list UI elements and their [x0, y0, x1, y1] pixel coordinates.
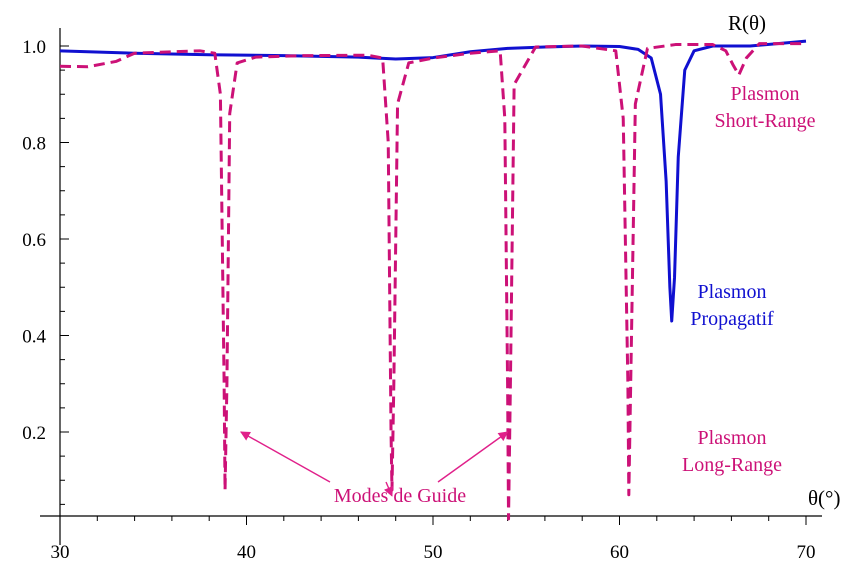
- y-tick-label: 1.0: [22, 37, 46, 58]
- x-tick-label: 50: [424, 542, 443, 563]
- y-tick-label: 0.8: [22, 134, 46, 155]
- series-layer: [59, 39, 807, 521]
- annotation-modes-de-guide-line: Modes de Guide: [334, 485, 466, 507]
- annotation-short-range-line: Short-Range: [714, 110, 815, 132]
- annotation-propagatif-line: Plasmon: [698, 281, 767, 303]
- annotation-layer: Plasmon Short-Range Plasmon Propagatif Plasm…: [240, 83, 816, 507]
- annotation-long-range-line: Plasmon: [698, 427, 767, 449]
- x-tick-label: 60: [610, 542, 629, 563]
- annotation-long-range-line: Long-Range: [682, 454, 782, 476]
- modes-de-guide-arrow: [383, 481, 393, 497]
- x-tick-label: 70: [797, 542, 816, 563]
- y-tick-label: 0.2: [22, 423, 46, 444]
- dashed-series-line: [59, 42, 806, 521]
- y-axis-label: R(θ): [728, 11, 766, 35]
- axis-ticks: 30 40 50 60 70 0.2 0.4 0.6 0.8 1.0: [22, 37, 815, 563]
- y-tick-label: 0.6: [22, 230, 46, 251]
- x-axis-label: θ(°): [808, 486, 840, 510]
- x-tick-label: 40: [237, 542, 256, 563]
- annotation-short-range-line: Plasmon: [731, 83, 800, 105]
- solid-series-line: [59, 39, 807, 323]
- x-tick-label: 30: [51, 542, 70, 563]
- annotation-propagatif-line: Propagatif: [690, 308, 774, 330]
- modes-de-guide-arrow: [437, 431, 509, 483]
- modes-de-guide-arrow: [240, 431, 331, 483]
- y-tick-label: 0.4: [22, 327, 46, 348]
- axes: [40, 28, 822, 545]
